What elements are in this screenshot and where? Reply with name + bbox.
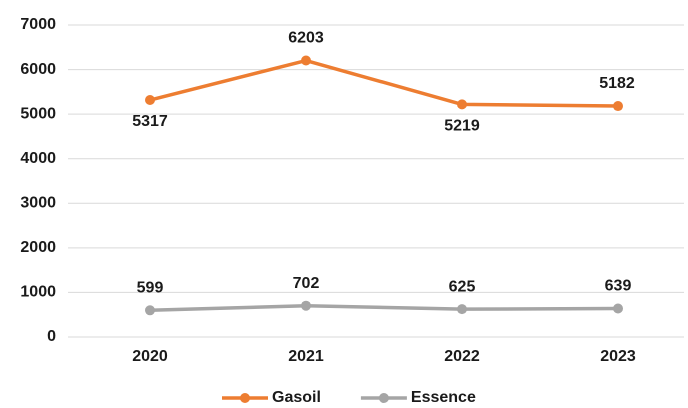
y-tick-label: 6000 [20,61,56,78]
data-label: 5219 [444,118,480,135]
y-tick-label: 0 [47,328,56,345]
x-tick-label: 2020 [132,348,168,365]
legend-label: Gasoil [272,389,321,406]
legend-label: Essence [411,389,476,406]
series-line [149,303,619,313]
x-tick-label: 2022 [444,348,480,365]
point [457,99,467,110]
point [301,300,311,311]
data-label: 599 [137,280,164,297]
point [457,304,467,315]
x-tick-label: 2021 [288,348,324,365]
point [145,95,155,106]
x-tick-label: 2023 [600,348,636,365]
data-label: 6203 [288,30,324,47]
data-label: 639 [605,278,632,295]
data-label: 702 [293,275,320,292]
y-tick-label: 7000 [20,16,56,33]
y-tick-label: 4000 [20,150,56,167]
y-tick-label: 2000 [20,239,56,256]
data-label: 625 [449,278,476,295]
y-tick-label: 3000 [20,195,56,212]
point [301,55,311,66]
legend-marker [240,393,250,403]
point [613,303,623,314]
point [145,305,155,316]
legend-marker [378,393,389,403]
series-line [149,58,619,108]
y-tick-label: 1000 [20,284,56,301]
point [613,101,623,112]
data-label: 5317 [132,113,168,130]
y-tick-label: 5000 [20,105,56,122]
data-label: 5182 [599,75,635,92]
